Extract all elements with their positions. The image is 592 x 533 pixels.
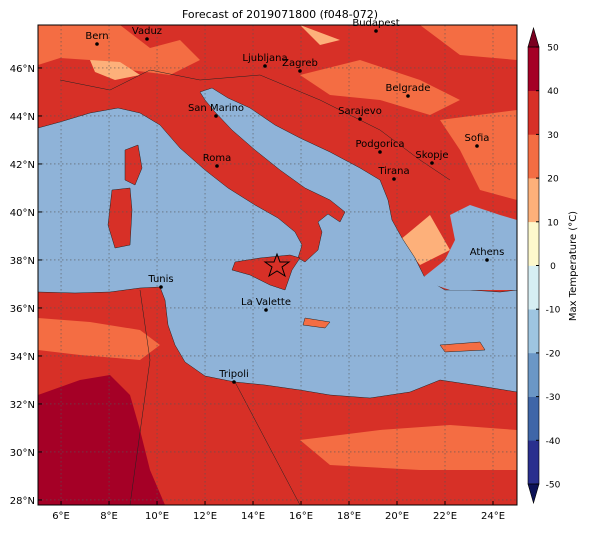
- y-tick-label: 46°N: [10, 64, 35, 75]
- city-dot: [214, 114, 218, 118]
- city-label: Skopje: [415, 150, 448, 161]
- city-dot: [406, 94, 410, 98]
- warm-region: [38, 318, 517, 470]
- border: [59, 69, 451, 505]
- colorbar-tick-label: -30: [546, 393, 561, 403]
- city-dot: [298, 69, 302, 73]
- city-label: Belgrade: [386, 83, 431, 94]
- colorbar-band: [528, 396, 539, 441]
- city-label: Bern: [85, 31, 108, 42]
- colorbar-band: [528, 134, 539, 179]
- colorbar-tick-label: 30: [547, 131, 559, 141]
- island: [107, 187, 133, 249]
- y-tick-label: 32°N: [10, 400, 35, 411]
- x-tick-label: 18°E: [337, 511, 361, 522]
- x-tick-label: 6°E: [52, 511, 70, 522]
- warmer-region: [90, 25, 450, 265]
- sea: [38, 87, 517, 399]
- x-tick-label: 10°E: [145, 511, 169, 522]
- y-tick-label: 36°N: [10, 304, 35, 315]
- colorbar-tick-label: 20: [547, 175, 559, 185]
- city-dot: [159, 285, 163, 289]
- x-tick-label: 24°E: [481, 511, 505, 522]
- city-label: Athens: [470, 247, 505, 258]
- city-label: Zagreb: [282, 58, 318, 69]
- city-dot: [264, 308, 268, 312]
- colorbar-band: [528, 265, 539, 310]
- city-label: Budapest: [352, 18, 399, 29]
- y-tick-label: 38°N: [10, 256, 35, 267]
- colorbar-band: [528, 221, 539, 266]
- forecast-star: [263, 252, 291, 278]
- colorbar-tick-label: 50: [547, 44, 559, 54]
- y-tick-label: 28°N: [10, 496, 35, 507]
- island: [124, 144, 143, 186]
- colorbar-tick-label: 10: [547, 218, 559, 228]
- colorbar-extend-low: [527, 483, 540, 505]
- city-dot: [374, 29, 378, 33]
- y-tick-label: 42°N: [10, 160, 35, 171]
- city-label: Podgorica: [355, 139, 404, 150]
- colorbar-tick-label: 0: [550, 262, 556, 272]
- city-dot: [378, 150, 382, 154]
- colorbar-tick-label: 40: [547, 87, 559, 97]
- city-label: Ljubljana: [242, 53, 287, 64]
- city-label: La Valette: [241, 297, 291, 308]
- city-label: Sofia: [465, 133, 490, 144]
- warm-region: [38, 25, 200, 75]
- map-frame: [37, 24, 518, 506]
- hot-region: [38, 375, 165, 505]
- colorbar-band: [528, 90, 539, 135]
- city-label: Vaduz: [132, 26, 162, 37]
- city-dot: [95, 42, 99, 46]
- graticule: 6°E 8°E 10°E 12°E 14°E 16°E 18°E 20°E 22°E 24°E 28…: [10, 25, 517, 522]
- city-label: San Marino: [188, 103, 244, 114]
- x-tick-label: 22°E: [433, 511, 457, 522]
- city-label: Sarajevo: [338, 106, 382, 117]
- x-tick-label: 12°E: [193, 511, 217, 522]
- y-tick-label: 30°N: [10, 448, 35, 459]
- x-tick-label: 8°E: [100, 511, 118, 522]
- colorbar-band: [528, 309, 539, 354]
- y-tick-label: 44°N: [10, 112, 35, 123]
- city-label: Roma: [203, 153, 232, 164]
- city-label: Tunis: [147, 274, 173, 285]
- city-dot: [392, 177, 396, 181]
- map-area: [38, 25, 517, 505]
- x-tick-label: 14°E: [241, 511, 265, 522]
- island: [302, 317, 486, 353]
- colorbar-label: Max Temperature (°C): [568, 211, 579, 321]
- city-dot: [485, 258, 489, 262]
- city-label: Tripoli: [218, 369, 249, 380]
- city-dot: [475, 144, 479, 148]
- colorbar-band: [528, 440, 539, 485]
- city-label: Tirana: [377, 166, 409, 177]
- island: [231, 254, 301, 291]
- city-dot: [145, 37, 149, 41]
- warm-region: [260, 25, 517, 200]
- colorbar-tick-label: -40: [546, 437, 561, 447]
- colorbar-tick-label: -50: [546, 481, 561, 491]
- title: Forecast of 2019071800 (f048-072): [182, 8, 378, 21]
- y-tick-label: 34°N: [10, 352, 35, 363]
- colorbar-tick-label: -20: [546, 349, 561, 359]
- x-tick-label: 16°E: [289, 511, 313, 522]
- colorbar-band: [528, 352, 539, 397]
- city-dot: [263, 64, 267, 68]
- colorbar-tick-label: -10: [546, 306, 561, 316]
- colorbar-extend-high: [527, 26, 540, 48]
- x-tick-label: 20°E: [385, 511, 409, 522]
- city-dot: [215, 164, 219, 168]
- city-dot: [430, 161, 434, 165]
- colorbar-band: [528, 178, 539, 223]
- y-tick-label: 40°N: [10, 208, 35, 219]
- city-dot: [232, 380, 236, 384]
- colorbar: -50 -40 -30 -20 -10 0 10 20 30 40 50: [527, 26, 561, 505]
- city-dot: [358, 117, 362, 121]
- colorbar-band: [528, 47, 539, 91]
